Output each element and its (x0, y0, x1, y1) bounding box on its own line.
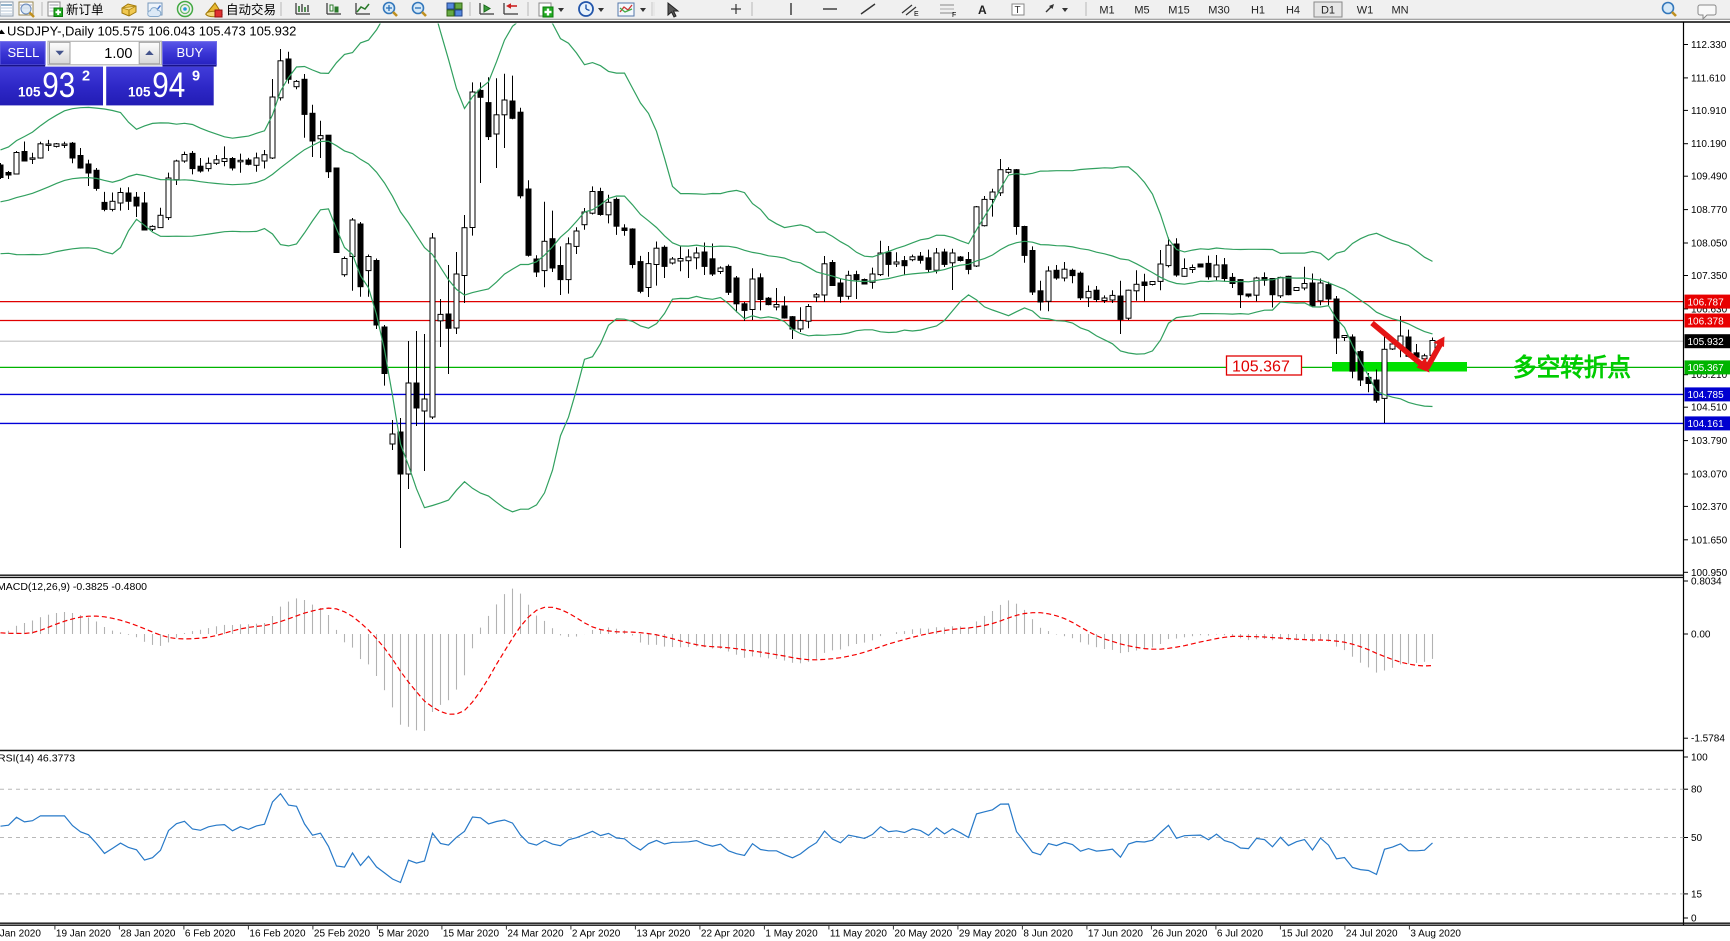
svg-text:多空转折点: 多空转折点 (1513, 353, 1631, 382)
svg-text:105: 105 (18, 85, 41, 100)
svg-text:15 Mar 2020: 15 Mar 2020 (443, 929, 500, 940)
svg-text:109.490: 109.490 (1691, 172, 1728, 183)
svg-text:22 Apr 2020: 22 Apr 2020 (701, 929, 755, 940)
svg-text:MACD(12,26,9) -0.3825 -0.4800: MACD(12,26,9) -0.3825 -0.4800 (0, 581, 147, 593)
svg-text:17 Jun 2020: 17 Jun 2020 (1088, 929, 1143, 940)
svg-text:自动交易: 自动交易 (226, 2, 276, 17)
svg-text:105.367: 105.367 (1688, 363, 1725, 374)
svg-text:2: 2 (82, 69, 90, 85)
svg-text:11 May 2020: 11 May 2020 (830, 929, 888, 940)
svg-text:0.8034: 0.8034 (1691, 577, 1722, 588)
svg-text:新订单: 新订单 (66, 2, 104, 17)
svg-text:USDJPY-,Daily 105.575 106.043: USDJPY-,Daily 105.575 106.043 105.473 10… (7, 24, 296, 39)
svg-text:50: 50 (1691, 833, 1703, 844)
svg-text:105.210: 105.210 (1691, 370, 1728, 381)
svg-text:104.785: 104.785 (1688, 390, 1725, 401)
svg-text:93: 93 (42, 65, 75, 105)
svg-text:103.790: 103.790 (1691, 436, 1728, 447)
svg-text:RSI(14) 46.3773: RSI(14) 46.3773 (0, 753, 75, 765)
svg-text:9: 9 (192, 69, 200, 85)
svg-text:102.370: 102.370 (1691, 502, 1728, 513)
svg-text:19 Jan 2020: 19 Jan 2020 (56, 929, 111, 940)
svg-text:-1.5784: -1.5784 (1691, 734, 1725, 745)
svg-text:105.367: 105.367 (1232, 359, 1290, 376)
svg-text:H4: H4 (1286, 5, 1300, 17)
svg-text:112.330: 112.330 (1691, 40, 1727, 51)
svg-text:E: E (914, 11, 919, 18)
svg-text:W1: W1 (1357, 5, 1374, 17)
svg-text:24 Jul 2020: 24 Jul 2020 (1346, 929, 1398, 940)
svg-text:1 May 2020: 1 May 2020 (765, 929, 818, 940)
svg-text:105: 105 (128, 85, 151, 100)
svg-text:F: F (952, 12, 956, 19)
svg-text:2 Apr 2020: 2 Apr 2020 (572, 929, 621, 940)
svg-text:104.161: 104.161 (1688, 419, 1725, 430)
svg-text:M1: M1 (1099, 5, 1114, 17)
svg-text:16 Feb 2020: 16 Feb 2020 (249, 929, 306, 940)
svg-text:6 Feb 2020: 6 Feb 2020 (185, 929, 236, 940)
svg-text:80: 80 (1691, 785, 1703, 796)
svg-text:94: 94 (152, 65, 185, 105)
svg-text:6 Jul 2020: 6 Jul 2020 (1217, 929, 1264, 940)
svg-text:BUY: BUY (177, 45, 204, 60)
svg-text:106.787: 106.787 (1688, 297, 1725, 308)
svg-text:M30: M30 (1208, 5, 1229, 17)
svg-text:A: A (978, 3, 987, 17)
svg-text:MN: MN (1391, 5, 1408, 17)
svg-text:100.950: 100.950 (1691, 568, 1728, 579)
svg-text:SELL: SELL (8, 45, 40, 60)
svg-text:108.050: 108.050 (1691, 239, 1728, 250)
svg-text:100: 100 (1691, 753, 1708, 764)
svg-text:H1: H1 (1251, 5, 1265, 17)
svg-text:5 Mar 2020: 5 Mar 2020 (378, 929, 429, 940)
svg-text:107.350: 107.350 (1691, 271, 1728, 282)
svg-text:8 Jan 2020: 8 Jan 2020 (0, 929, 41, 940)
svg-text:M5: M5 (1134, 5, 1149, 17)
svg-text:20 May 2020: 20 May 2020 (894, 929, 952, 940)
svg-text:106.630: 106.630 (1691, 304, 1728, 315)
svg-text:101.650: 101.650 (1691, 535, 1728, 546)
svg-text:15 Jul 2020: 15 Jul 2020 (1281, 929, 1333, 940)
svg-text:24 Mar 2020: 24 Mar 2020 (507, 929, 564, 940)
svg-text:105.932: 105.932 (1688, 337, 1725, 348)
svg-text:1.00: 1.00 (104, 46, 132, 62)
svg-text:M15: M15 (1168, 5, 1189, 17)
svg-text:15: 15 (1691, 889, 1703, 900)
svg-text:0.00: 0.00 (1691, 630, 1711, 641)
svg-text:106.378: 106.378 (1688, 316, 1725, 327)
svg-text:D1: D1 (1321, 5, 1335, 17)
svg-text:111.610: 111.610 (1691, 73, 1726, 84)
svg-text:29 May 2020: 29 May 2020 (959, 929, 1017, 940)
svg-text:110.910: 110.910 (1691, 106, 1727, 117)
svg-text:108.770: 108.770 (1691, 205, 1728, 216)
svg-text:3 Aug 2020: 3 Aug 2020 (1410, 929, 1461, 940)
svg-text:8 Jun 2020: 8 Jun 2020 (1023, 929, 1073, 940)
svg-text:28 Jan 2020: 28 Jan 2020 (120, 929, 175, 940)
svg-text:T: T (1015, 5, 1021, 16)
svg-text:103.070: 103.070 (1691, 470, 1728, 481)
svg-text:13 Apr 2020: 13 Apr 2020 (636, 929, 690, 940)
svg-text:26 Jun 2020: 26 Jun 2020 (1152, 929, 1207, 940)
svg-text:110.190: 110.190 (1691, 139, 1727, 150)
svg-text:0: 0 (1691, 914, 1697, 925)
svg-text:104.510: 104.510 (1691, 403, 1728, 414)
svg-text:25 Feb 2020: 25 Feb 2020 (314, 929, 371, 940)
